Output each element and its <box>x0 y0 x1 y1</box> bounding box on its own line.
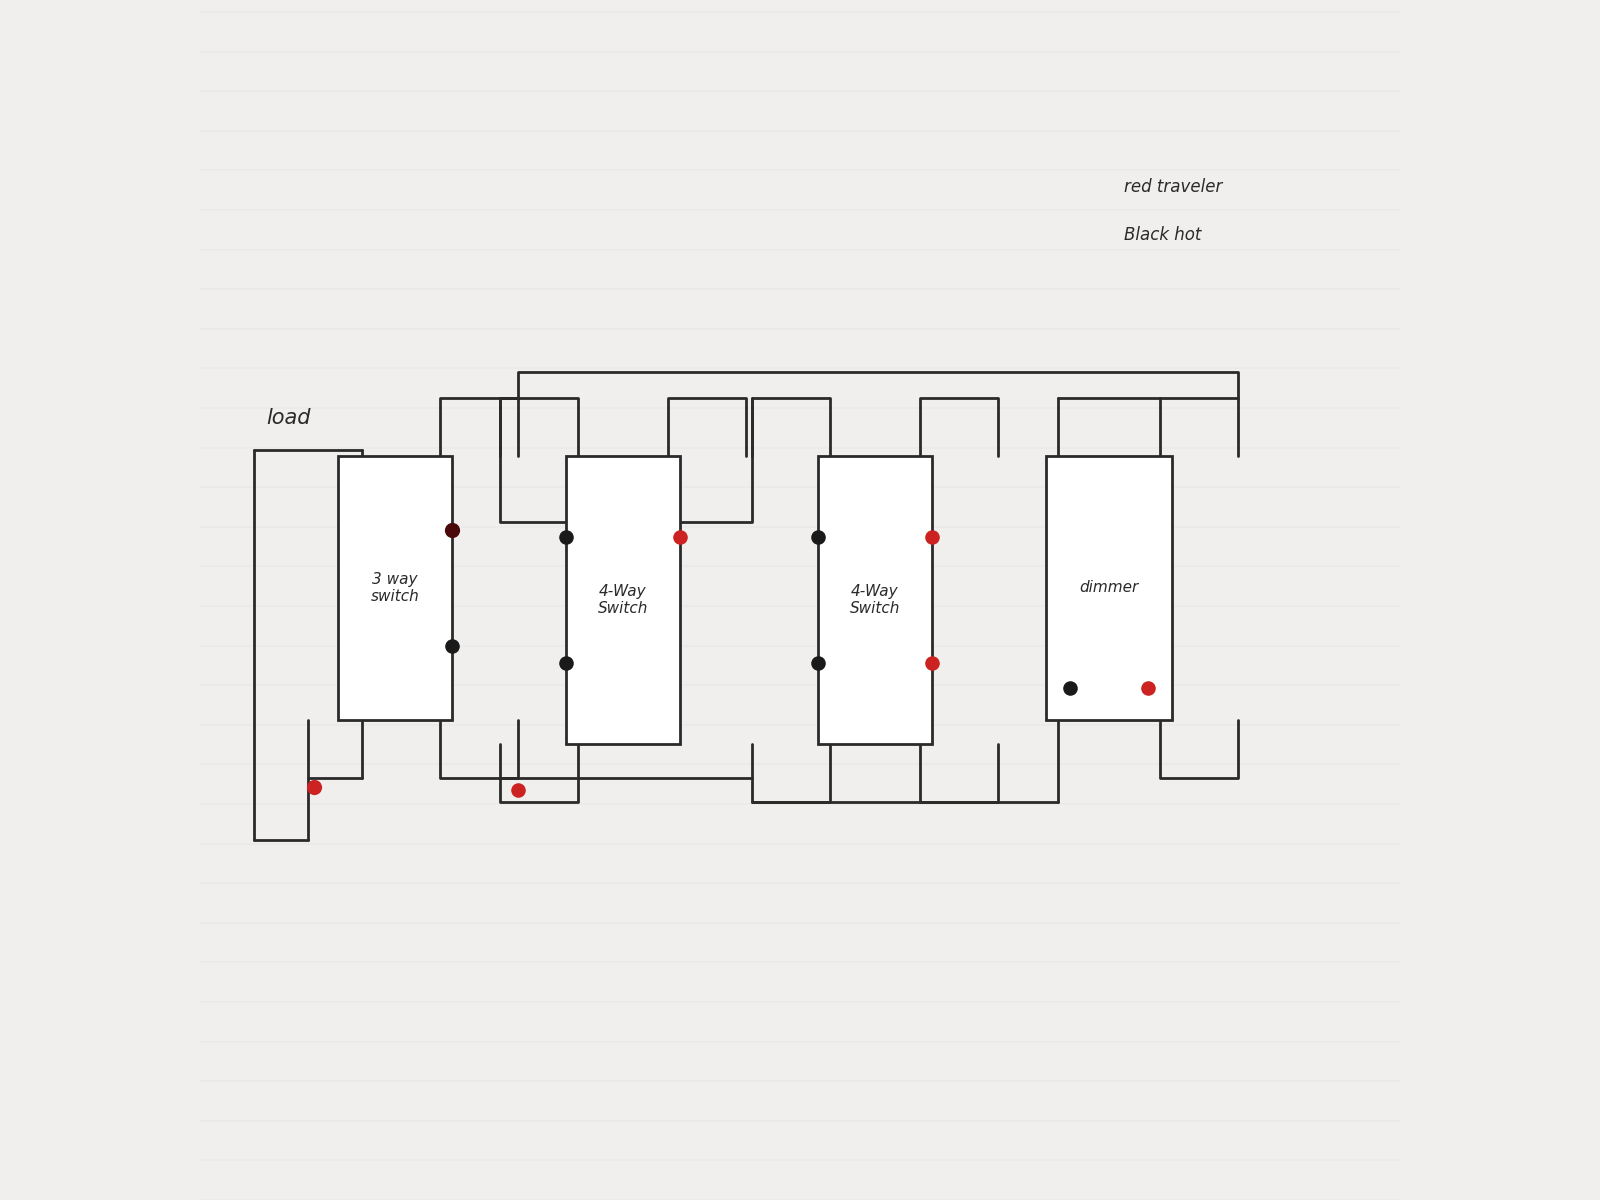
Point <box>506 780 531 799</box>
Text: 4-Way
Switch: 4-Way Switch <box>598 583 648 617</box>
Text: red traveler: red traveler <box>1123 178 1222 196</box>
Bar <box>1046 456 1171 720</box>
Point <box>301 778 326 797</box>
Point <box>438 636 466 655</box>
Point <box>918 654 944 673</box>
Point <box>805 527 830 546</box>
Point <box>667 527 693 546</box>
Bar <box>338 456 453 720</box>
Point <box>1136 679 1162 698</box>
Text: 3 way
switch: 3 way switch <box>371 571 419 605</box>
Point <box>805 654 830 673</box>
Point <box>438 521 466 540</box>
Point <box>918 527 944 546</box>
Point <box>554 527 579 546</box>
Bar <box>566 456 680 744</box>
Text: dimmer: dimmer <box>1080 581 1139 595</box>
Bar <box>818 456 931 744</box>
Point <box>554 654 579 673</box>
Text: Black hot: Black hot <box>1123 226 1202 244</box>
Text: load: load <box>266 408 310 427</box>
Text: 4-Way
Switch: 4-Way Switch <box>850 583 901 617</box>
Point <box>1058 679 1083 698</box>
